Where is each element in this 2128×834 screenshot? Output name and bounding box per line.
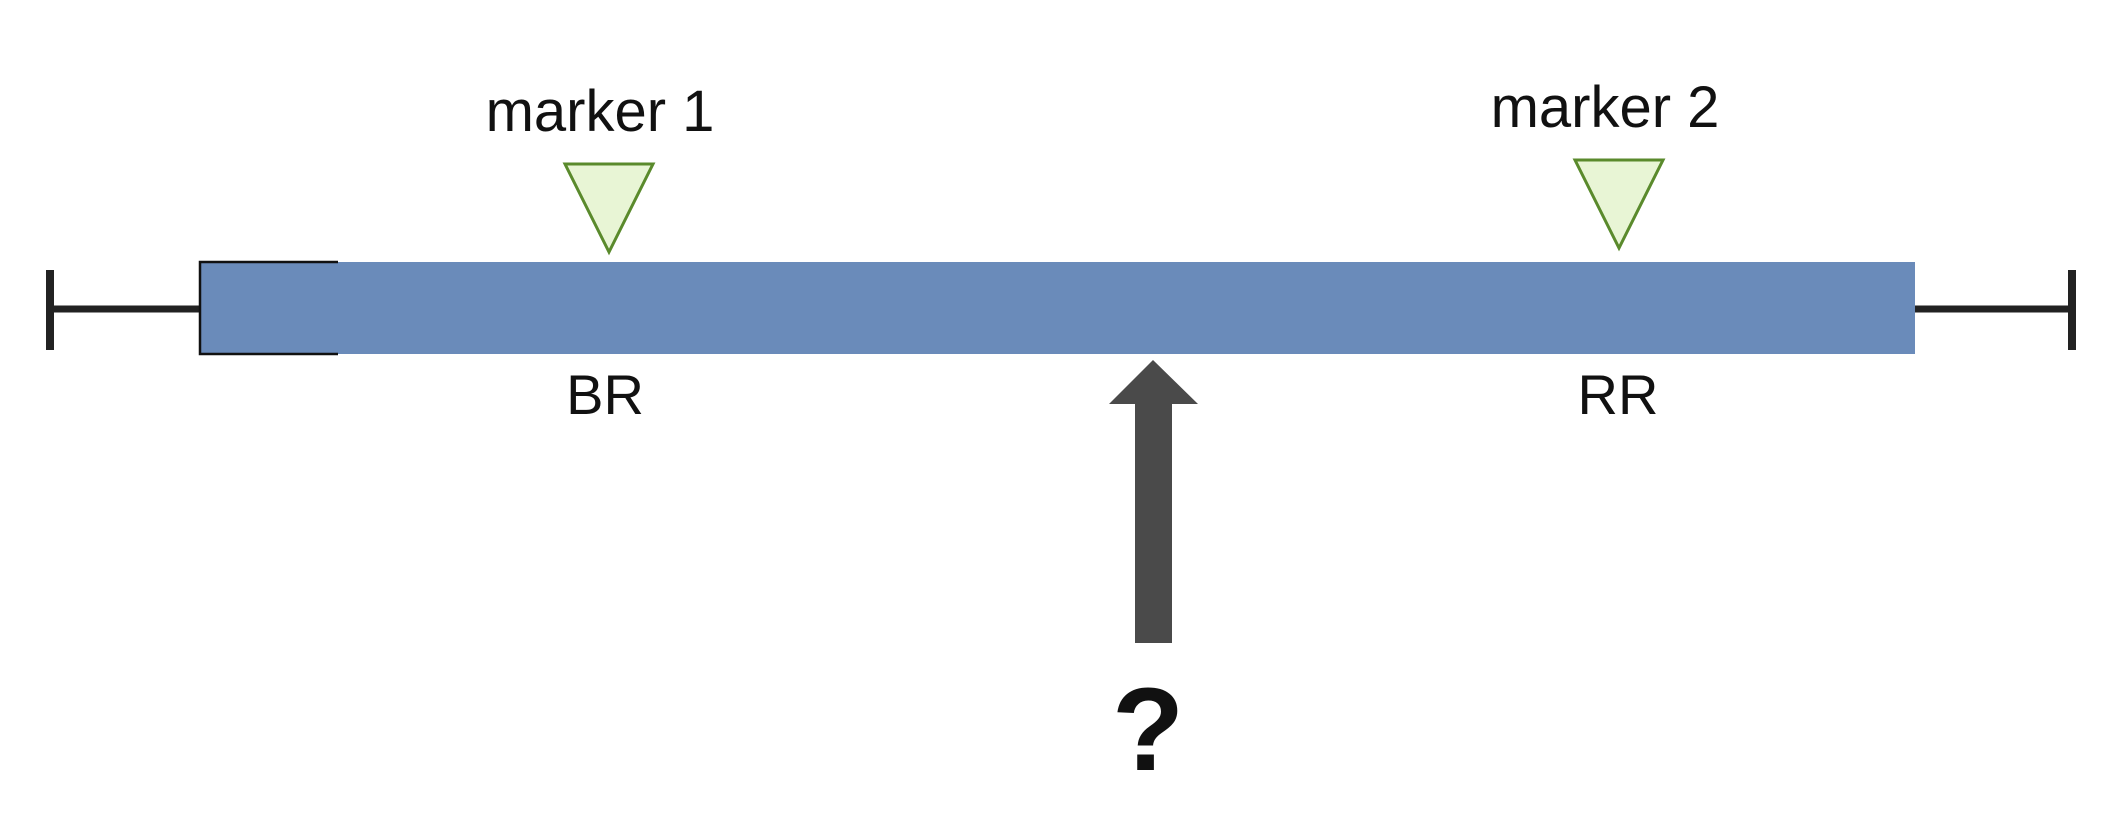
marker-1-label: marker 1 — [486, 79, 715, 144]
region-rr-label: RR — [1578, 363, 1659, 426]
main-bar — [200, 262, 1915, 354]
marker-1-triangle — [562, 162, 656, 256]
up-arrow — [1109, 360, 1198, 643]
marker-2-triangle — [1572, 158, 1666, 252]
region-br-label: BR — [566, 363, 644, 426]
bar-left-outline — [198, 260, 338, 356]
marker-2-label: marker 2 — [1491, 75, 1720, 140]
question-mark: ? — [1112, 664, 1184, 796]
